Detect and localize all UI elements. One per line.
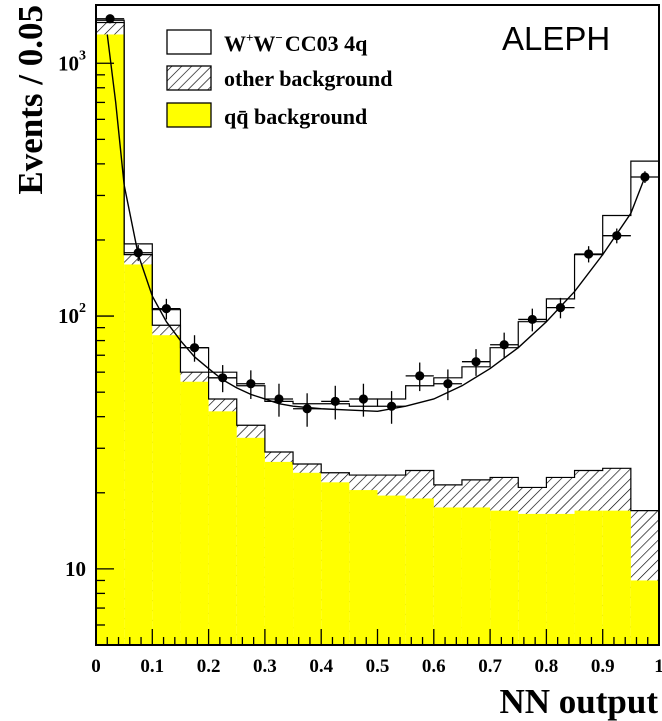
data-point [189, 343, 200, 353]
x-tick-label: 0.7 [478, 656, 502, 677]
data-point [274, 394, 284, 404]
qq-bkg-bar [490, 510, 519, 645]
data-point [499, 340, 509, 350]
qq-bkg-bar [180, 381, 209, 645]
data-point [415, 371, 425, 381]
other-bkg-outline [96, 21, 659, 645]
data-point [218, 373, 228, 383]
qq-bkg-bar [96, 34, 125, 645]
qq-bkg-bar [461, 507, 491, 645]
x-axis-label: NN output [499, 682, 658, 721]
x-tick-label: 0.6 [422, 656, 446, 677]
qq-bkg-bar [546, 513, 575, 645]
qq-bkg-bar [630, 580, 659, 645]
qq-bkg-bar [124, 264, 153, 645]
legend-label-ww: W+W−CC03 4q [224, 30, 368, 56]
qq-bkg-bar [321, 482, 350, 645]
x-tick-label: 0 [91, 656, 101, 677]
axes: 0 0.1 0.2 0.3 0.4 0.5 0.6 0.7 0.8 0.9 1 10 102 103 [58, 48, 662, 677]
y-tick-label: 102 [58, 301, 86, 328]
legend-label-qq: qq̄ background [224, 104, 367, 129]
legend-swatch-other [166, 65, 212, 91]
qq-bkg-bar [518, 513, 547, 645]
x-tick-label: 0.1 [140, 656, 164, 677]
data-point [302, 404, 312, 414]
qq-bkg-bar [293, 472, 322, 645]
data-point [443, 379, 453, 389]
y-axis-label: Events / 0.05 [11, 5, 50, 195]
data-point [105, 14, 115, 24]
x-tick-label: 0.9 [591, 656, 615, 677]
x-tick-label: 0.3 [253, 656, 277, 677]
data-point [471, 357, 481, 367]
data-points-layer [96, 14, 659, 427]
data-point [527, 314, 537, 325]
qq-bkg-bar [377, 495, 406, 645]
histogram-layer [96, 19, 659, 645]
data-point [612, 231, 622, 241]
y-tick-label: 103 [58, 48, 86, 75]
data-point [246, 379, 256, 389]
data-point [640, 172, 650, 182]
x-tick-label: 0.8 [535, 656, 559, 677]
data-point [133, 248, 143, 258]
qq-bkg-bar [405, 498, 434, 645]
data-point [386, 401, 397, 411]
x-tick-label: 0.5 [366, 656, 390, 677]
qq-bkg-bar [349, 490, 378, 645]
chart-title: ALEPH [502, 20, 610, 57]
data-point [358, 394, 369, 404]
qq-bkg-bar [574, 510, 603, 645]
x-tick-label: 0.4 [309, 656, 333, 677]
legend: W+W−CC03 4q other background qq̄ backgro… [166, 29, 393, 129]
data-point [584, 249, 594, 259]
qq-bkg-bar [208, 411, 237, 645]
legend-swatch-ww [166, 29, 212, 55]
qq-bkg-bar [602, 510, 631, 645]
data-point [555, 303, 566, 313]
x-tick-label: 0.2 [197, 656, 221, 677]
x-tick-label: 1 [654, 656, 662, 677]
y-tick-label: 10 [65, 557, 86, 581]
qq-bkg-bar [236, 437, 265, 645]
data-point [161, 304, 171, 314]
qq-bkg-bar [152, 335, 181, 645]
qq-bkg-bar [433, 507, 462, 645]
legend-swatch-qq [166, 102, 212, 128]
data-point [330, 396, 340, 406]
qq-bkg-bar [264, 461, 294, 645]
legend-label-other: other background [224, 66, 393, 91]
